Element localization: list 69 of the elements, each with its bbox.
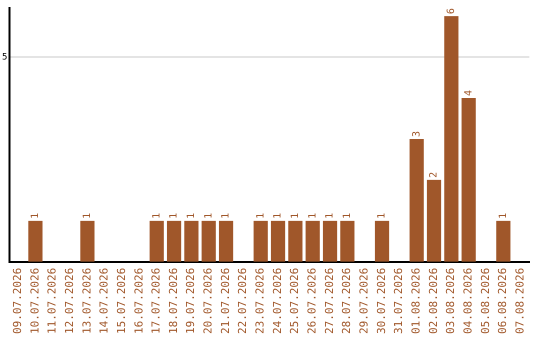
bar	[462, 98, 476, 262]
data-label: 1	[220, 212, 232, 219]
bar	[218, 220, 234, 262]
x-tick-label: 28.07.2026	[340, 268, 354, 334]
data-label: 1	[272, 212, 284, 219]
x-tick-label: 10.07.2026	[28, 268, 42, 334]
x-tick-label: 19.07.2026	[184, 268, 198, 334]
data-label: 1	[307, 212, 318, 219]
data-label: 3	[411, 130, 422, 137]
x-tick-label: 26.07.2026	[306, 268, 319, 334]
data-label: 1	[168, 212, 180, 219]
x-tick-label: 30.07.2026	[374, 268, 388, 334]
x-tick-label: 04.08.2026	[462, 268, 475, 334]
bar	[150, 220, 164, 262]
data-label: 1	[290, 212, 301, 219]
data-label: 1	[324, 212, 336, 219]
x-tick-label: 06.08.2026	[496, 268, 510, 334]
x-tick-label: 17.07.2026	[150, 268, 163, 334]
x-tick-label: 12.07.2026	[62, 268, 76, 334]
bar	[270, 220, 286, 262]
data-label: 1	[151, 212, 162, 219]
x-tick-label: 01.08.2026	[410, 268, 423, 334]
bar	[322, 220, 338, 262]
data-label: 1	[186, 212, 197, 219]
x-tick-label: 21.07.2026	[218, 268, 232, 334]
x-tick-label: 11.07.2026	[46, 268, 59, 334]
bar	[340, 220, 354, 262]
bar	[202, 220, 216, 262]
x-tick-label: 05.08.2026	[478, 268, 492, 334]
data-label: 1	[82, 212, 93, 219]
x-tick-label: 02.08.2026	[426, 268, 440, 334]
x-tick-label: 16.07.2026	[132, 268, 146, 334]
x-tick-label: 27.07.2026	[322, 268, 336, 334]
bar	[28, 220, 43, 262]
bar	[184, 220, 198, 262]
data-label: 1	[255, 212, 266, 219]
data-label: 1	[498, 212, 509, 219]
bar	[288, 220, 302, 262]
bar	[410, 138, 424, 262]
x-tick-label: 24.07.2026	[270, 268, 284, 334]
bar	[166, 220, 182, 262]
data-label: 6	[446, 8, 457, 14]
bar	[444, 16, 458, 262]
data-label: 1	[376, 212, 388, 219]
data-label: 1	[30, 212, 42, 219]
data-label: 1	[342, 212, 353, 219]
data-label: 2	[428, 172, 440, 178]
bar	[374, 220, 390, 262]
x-tick-label: 03.08.2026	[444, 268, 458, 334]
x-tick-label: 31.07.2026	[392, 268, 406, 334]
bar	[496, 220, 510, 262]
data-label: 1	[203, 212, 214, 219]
x-tick-label: 07.08.2026	[514, 268, 527, 334]
x-tick-label: 29.07.2026	[358, 268, 371, 334]
bar	[306, 220, 320, 262]
x-tick-label: 09.07.2026	[10, 268, 24, 334]
x-tick-label: 15.07.2026	[114, 268, 128, 334]
bar	[426, 180, 442, 262]
x-tick-label: 18.07.2026	[166, 268, 180, 334]
x-tick-label: 13.07.2026	[80, 268, 94, 334]
x-tick-label: 22.07.2026	[236, 268, 250, 334]
x-tick-label: 25.07.2026	[288, 268, 302, 334]
data-label: 4	[463, 90, 474, 96]
bar	[80, 220, 95, 262]
x-tick-label: 14.07.2026	[98, 268, 111, 334]
bar	[254, 220, 268, 262]
y-tick-label: 5	[2, 52, 8, 62]
x-tick-label: 20.07.2026	[202, 268, 215, 334]
x-tick-label: 23.07.2026	[254, 268, 267, 334]
